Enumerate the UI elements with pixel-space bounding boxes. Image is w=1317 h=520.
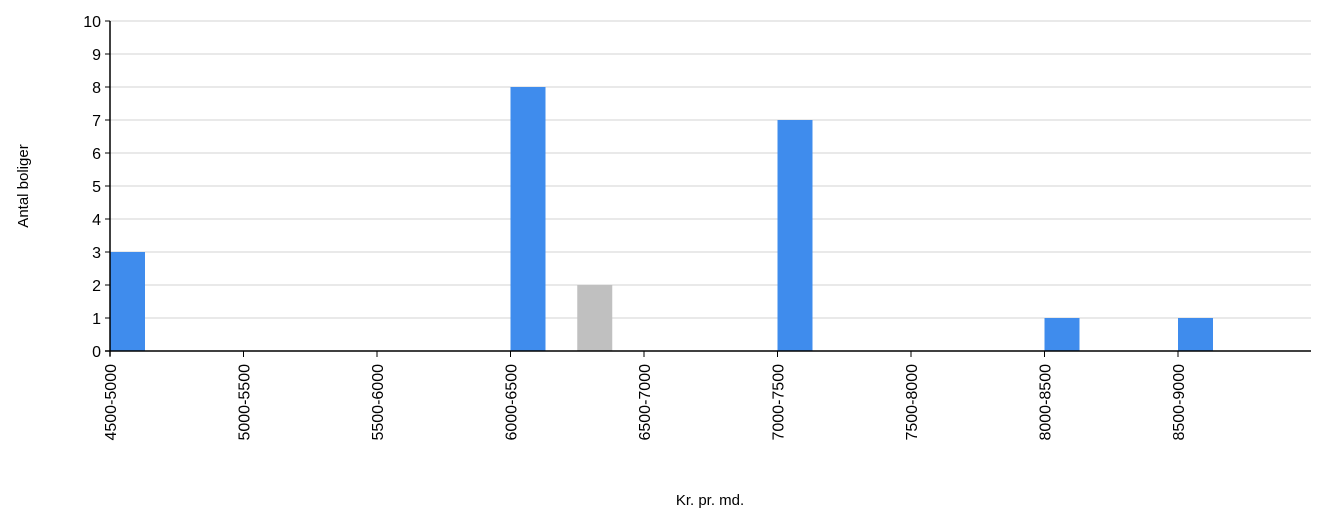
x-tick-label: 7000-7500	[771, 364, 788, 441]
tick-labels: 0 1 2 3 4 5 6 7 8 9 10 4500-5000 5000-5500 5500-6000 6…	[83, 14, 1188, 441]
y-tick-label: 2	[92, 278, 101, 295]
y-tick-label: 6	[92, 146, 101, 163]
y-tick-label: 10	[83, 14, 101, 31]
x-tick-label: 5500-6000	[370, 364, 387, 441]
x-tick-label: 6000-6500	[504, 364, 521, 441]
y-tick-label: 9	[92, 47, 101, 64]
y-tick-label: 3	[92, 245, 101, 262]
bar	[1044, 318, 1080, 351]
y-tick-label: 1	[92, 311, 101, 328]
y-tick-label: 7	[92, 113, 101, 130]
x-tick-label: 4500-5000	[103, 364, 120, 441]
x-axis-title: Kr. pr. md.	[676, 492, 744, 509]
gridlines	[110, 20, 1311, 319]
y-tick-label: 4	[92, 212, 101, 229]
x-tick-label: 8500-9000	[1171, 364, 1188, 441]
x-tick-label: 6500-7000	[637, 364, 654, 441]
bar	[510, 87, 546, 351]
y-tick-label: 5	[92, 179, 101, 196]
bar	[1178, 318, 1213, 351]
x-tick-label: 5000-5500	[237, 364, 254, 441]
axes	[105, 20, 1311, 357]
y-axis-title: Antal boliger	[15, 144, 32, 227]
x-tick-label: 8000-8500	[1038, 364, 1055, 441]
bar	[577, 285, 613, 351]
bars	[110, 87, 1213, 351]
x-tick-label: 7500-8000	[904, 364, 921, 441]
bar	[110, 252, 145, 351]
bar	[777, 120, 813, 351]
y-tick-label: 0	[92, 344, 101, 361]
y-tick-label: 8	[92, 80, 101, 97]
